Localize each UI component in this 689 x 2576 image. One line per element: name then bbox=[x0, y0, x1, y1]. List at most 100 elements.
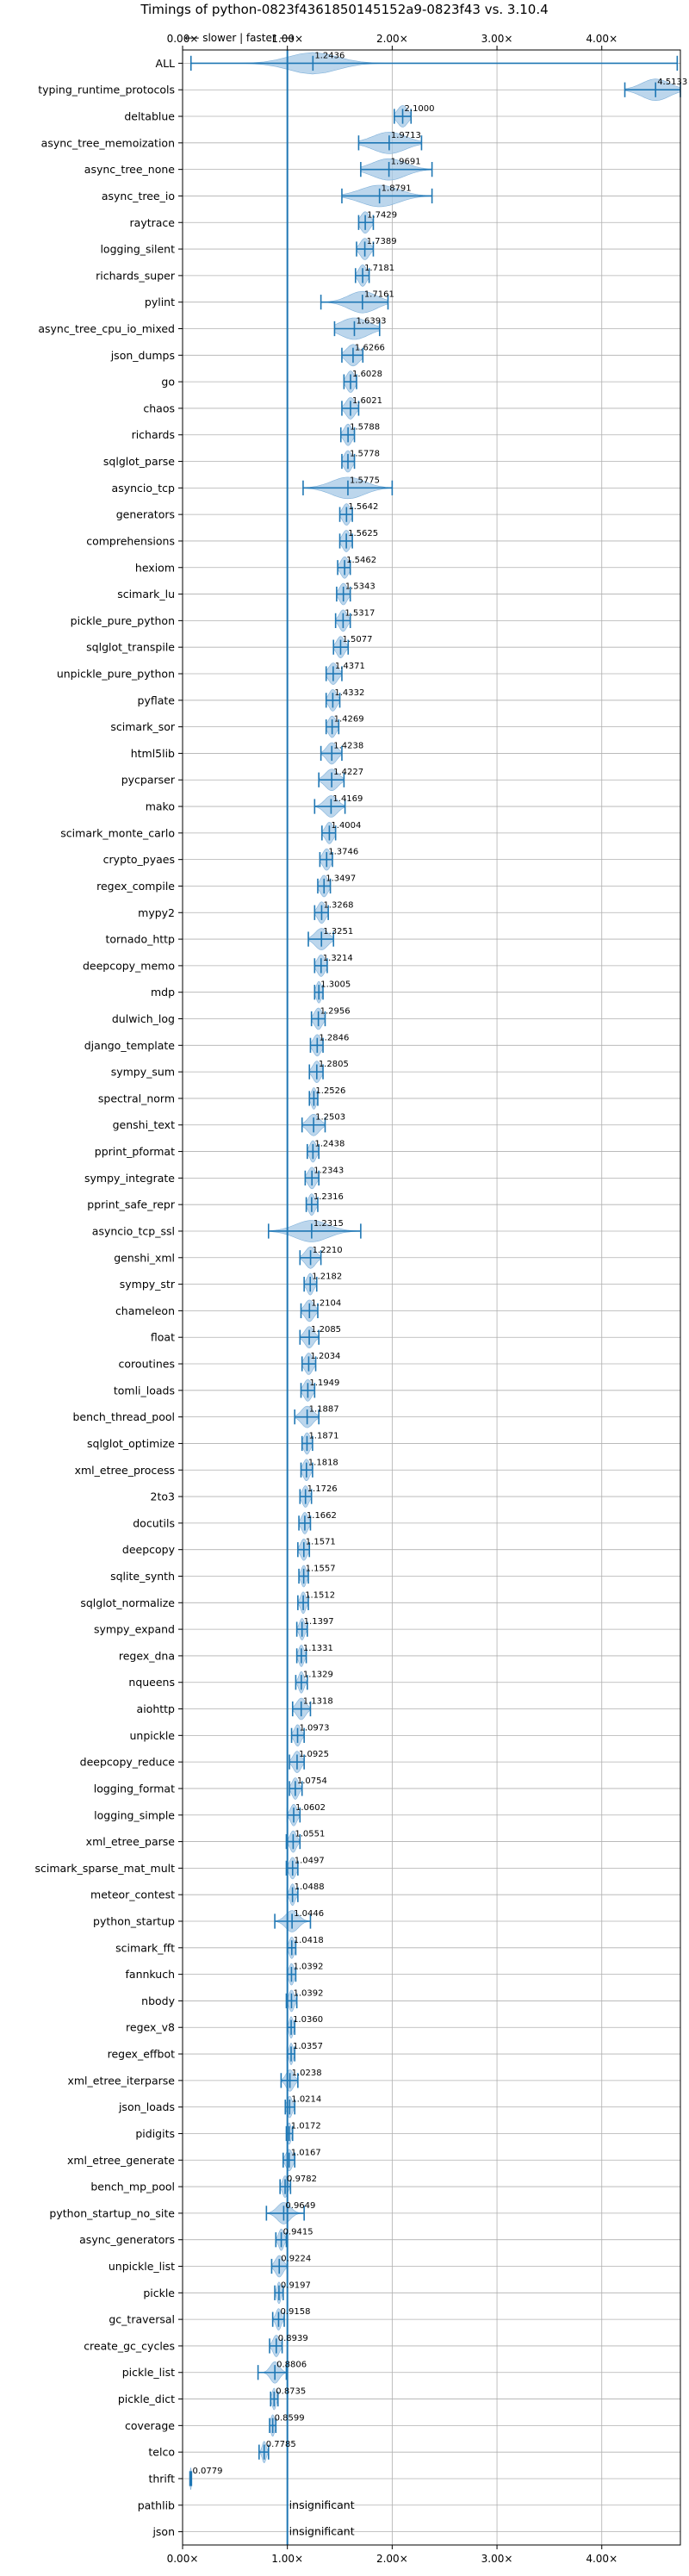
y-tick-label: pycparser bbox=[121, 774, 176, 787]
value-label: 1.3005 bbox=[320, 980, 351, 990]
y-tick-label: json_loads bbox=[118, 2100, 175, 2113]
value-label: 0.8599 bbox=[275, 2413, 305, 2423]
value-label: 1.2315 bbox=[313, 1219, 344, 1229]
value-label: 1.1571 bbox=[306, 1538, 336, 1547]
value-label: 1.2846 bbox=[319, 1033, 349, 1042]
y-tick-label: unpickle_pure_python bbox=[57, 668, 175, 681]
y-tick-label: tornado_http bbox=[105, 933, 175, 946]
y-tick-label: xml_etree_iterparse bbox=[67, 2074, 175, 2087]
value-label: 1.4371 bbox=[335, 662, 365, 671]
value-label: 1.3214 bbox=[323, 954, 353, 963]
y-tick-label: async_tree_none bbox=[84, 163, 176, 176]
y-tick-label: async_tree_cpu_io_mixed bbox=[38, 322, 175, 335]
value-label: 0.9158 bbox=[280, 2307, 310, 2317]
y-tick-label: telco bbox=[148, 2446, 175, 2459]
y-tick-label: scimark_lu bbox=[117, 588, 175, 600]
y-tick-label: logging_format bbox=[94, 1782, 175, 1795]
y-tick-label: pickle_list bbox=[122, 2366, 175, 2379]
value-label: 1.6021 bbox=[352, 396, 382, 406]
y-tick-label: crypto_pyaes bbox=[103, 853, 175, 866]
value-label: 0.7785 bbox=[266, 2440, 296, 2449]
direction-label: ⟵ slower | faster ⟶ bbox=[184, 32, 295, 44]
value-label: 1.0392 bbox=[293, 1963, 323, 1972]
y-tick-label: pidigits bbox=[135, 2127, 175, 2140]
value-label: 1.0172 bbox=[291, 2121, 321, 2131]
value-label: 1.4169 bbox=[332, 794, 363, 804]
value-label: 1.9691 bbox=[391, 158, 421, 167]
y-tick-label: nbody bbox=[141, 1994, 175, 2007]
value-label: 1.4004 bbox=[331, 821, 361, 831]
y-tick-label: logging_silent bbox=[100, 243, 175, 256]
y-tick-label: python_startup bbox=[93, 1915, 175, 1928]
value-label: 1.0497 bbox=[295, 1856, 325, 1865]
y-tick-label: go bbox=[161, 376, 175, 389]
value-label: 1.7181 bbox=[364, 264, 394, 273]
y-tick-label: pickle_pure_python bbox=[71, 614, 175, 627]
value-label: 1.5462 bbox=[346, 556, 376, 565]
value-label: 1.2956 bbox=[320, 1007, 351, 1017]
value-label: 1.1512 bbox=[305, 1590, 335, 1600]
value-label: 1.4238 bbox=[333, 741, 363, 750]
y-tick-label: bench_mp_pool bbox=[90, 2181, 175, 2193]
y-tick-label: comprehensions bbox=[86, 534, 175, 547]
y-tick-label: pprint_pformat bbox=[95, 1145, 175, 1158]
x-tick-label-top: 3.00× bbox=[481, 33, 513, 45]
value-label: 1.1318 bbox=[303, 1697, 333, 1707]
value-label: 1.1397 bbox=[304, 1617, 334, 1627]
value-label: 1.5317 bbox=[344, 608, 375, 618]
value-label: 1.0925 bbox=[299, 1750, 329, 1759]
y-tick-label: pylint bbox=[145, 296, 175, 308]
y-tick-label: sqlglot_transpile bbox=[86, 641, 175, 654]
value-label: 0.9415 bbox=[283, 2228, 313, 2237]
value-label: 1.5778 bbox=[350, 450, 380, 459]
y-tick-label: create_gc_cycles bbox=[84, 2339, 175, 2352]
y-tick-label: regex_compile bbox=[96, 880, 175, 893]
y-tick-label: scimark_sparse_mat_mult bbox=[35, 1862, 176, 1875]
y-tick-label: thrift bbox=[148, 2472, 175, 2485]
y-tick-label: html5lib bbox=[131, 747, 175, 760]
y-tick-label: generators bbox=[116, 508, 175, 521]
value-label: 1.2182 bbox=[312, 1272, 342, 1282]
value-label: 0.9197 bbox=[281, 2280, 311, 2290]
value-label: 1.6266 bbox=[355, 343, 385, 352]
x-tick-label-bottom: 3.00× bbox=[481, 2553, 513, 2565]
value-label: 1.3497 bbox=[326, 874, 356, 883]
y-tick-label: logging_simple bbox=[94, 1808, 175, 1821]
value-label: 1.0602 bbox=[295, 1803, 326, 1813]
value-label: 0.9782 bbox=[287, 2175, 317, 2184]
y-tick-label: raytrace bbox=[130, 216, 176, 229]
y-tick-label: tomli_loads bbox=[114, 1384, 175, 1397]
y-tick-label: mdp bbox=[151, 986, 175, 999]
y-tick-label: fannkuch bbox=[126, 1968, 175, 1981]
y-tick-label: sqlglot_normalize bbox=[80, 1596, 175, 1609]
value-label: 1.0238 bbox=[292, 2069, 322, 2078]
value-label: 1.7389 bbox=[367, 237, 397, 246]
y-tick-label: regex_dna bbox=[119, 1649, 175, 1662]
x-tick-label-top: 4.00× bbox=[586, 33, 618, 45]
y-tick-label: float bbox=[151, 1331, 175, 1344]
value-label: 1.3251 bbox=[323, 927, 353, 936]
y-tick-label: xml_etree_generate bbox=[67, 2154, 175, 2167]
value-label: 1.1557 bbox=[306, 1564, 336, 1573]
y-tick-label: coverage bbox=[125, 2419, 175, 2432]
x-tick-label-top: 0.00× bbox=[167, 33, 199, 45]
value-label: 1.6028 bbox=[352, 370, 382, 379]
y-tick-label: chaos bbox=[143, 401, 175, 414]
y-tick-label: deltablue bbox=[124, 110, 175, 123]
y-tick-label: async_tree_memoization bbox=[41, 136, 175, 149]
y-tick-label: scimark_fft bbox=[115, 1941, 175, 1954]
x-tick-label-bottom: 4.00× bbox=[586, 2553, 618, 2565]
value-label: 1.1726 bbox=[307, 1484, 338, 1494]
value-label: 1.5642 bbox=[348, 502, 378, 512]
y-tick-label: ALL bbox=[156, 57, 176, 70]
value-label: 1.0973 bbox=[300, 1723, 330, 1733]
y-tick-label: deepcopy bbox=[122, 1543, 176, 1556]
y-tick-label: bench_thread_pool bbox=[72, 1410, 175, 1423]
y-tick-label: nqueens bbox=[128, 1676, 175, 1689]
y-tick-label: hexiom bbox=[135, 561, 175, 574]
y-tick-label: genshi_text bbox=[113, 1118, 175, 1131]
y-tick-label: sqlglot_optimize bbox=[87, 1437, 175, 1450]
value-label: 1.5625 bbox=[348, 529, 378, 538]
